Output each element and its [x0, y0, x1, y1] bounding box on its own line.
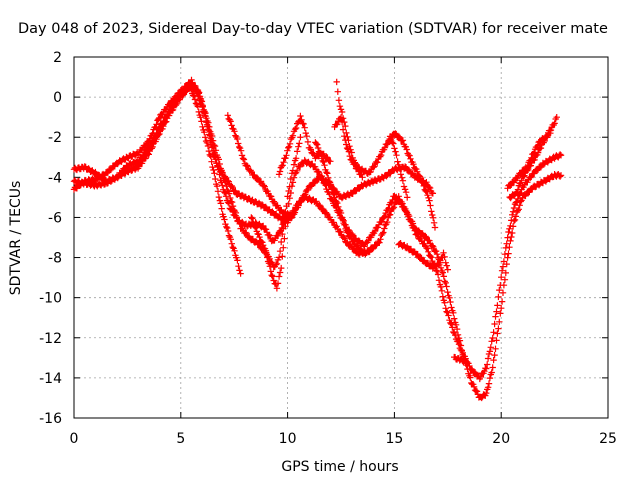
y-axis-label: SDTVAR / TECUs [8, 181, 24, 296]
y-tick-label: -4 [48, 170, 62, 186]
x-tick-label: 20 [492, 431, 510, 447]
y-tick-label: 2 [53, 50, 62, 66]
series-track-f [248, 134, 304, 271]
series-track-d [186, 82, 244, 277]
data-points [70, 76, 565, 402]
data-markers [248, 134, 304, 271]
y-tick-label: -6 [48, 210, 62, 226]
series-track-h [312, 139, 377, 258]
y-tick-label: -10 [39, 291, 62, 307]
series-track-l [451, 353, 471, 366]
x-tick-label: 25 [599, 431, 617, 447]
data-markers [395, 240, 451, 273]
series-track-k [395, 240, 451, 273]
data-markers [506, 113, 560, 202]
data-markers [186, 82, 244, 277]
y-tick-label: -16 [39, 411, 62, 427]
series-track-j [333, 78, 366, 181]
y-tick-label: -8 [48, 251, 62, 267]
data-markers [451, 353, 471, 366]
y-tick-label: 0 [53, 90, 62, 106]
data-markers [312, 139, 377, 258]
series-track-o [386, 133, 411, 201]
y-tick-label: -12 [39, 331, 62, 347]
x-tick-label: 15 [385, 431, 403, 447]
y-tick-label: -2 [48, 130, 62, 146]
x-tick-label: 0 [70, 431, 79, 447]
x-tick-label: 5 [176, 431, 185, 447]
data-markers [386, 133, 411, 201]
data-markers [333, 78, 366, 181]
chart-title: Day 048 of 2023, Sidereal Day-to-day VTE… [18, 21, 608, 37]
series-track-n [506, 113, 560, 202]
x-tick-label: 10 [279, 431, 297, 447]
x-axis-label: GPS time / hours [281, 459, 398, 475]
plot-frame [73, 56, 609, 419]
y-tick-label: -14 [39, 371, 62, 387]
series-track-c [70, 76, 437, 226]
data-markers [70, 76, 437, 226]
